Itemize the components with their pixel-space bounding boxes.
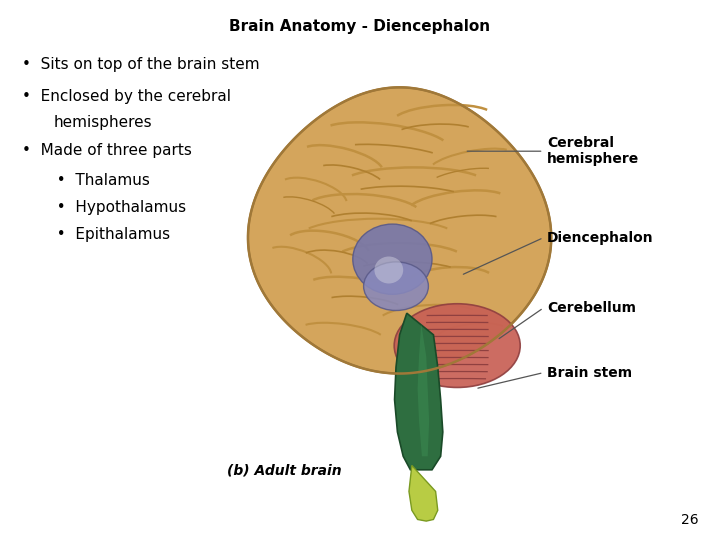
Text: •  Hypothalamus: • Hypothalamus (47, 200, 186, 215)
Text: (b) Adult brain: (b) Adult brain (227, 464, 342, 478)
Text: •  Thalamus: • Thalamus (47, 173, 150, 188)
Text: •  Epithalamus: • Epithalamus (47, 227, 170, 242)
PathPatch shape (409, 465, 438, 521)
PathPatch shape (418, 324, 429, 456)
Ellipse shape (374, 256, 403, 284)
Text: •  Enclosed by the cerebral: • Enclosed by the cerebral (22, 89, 230, 104)
Text: Brain stem: Brain stem (547, 366, 632, 380)
Text: •  Made of three parts: • Made of three parts (22, 143, 192, 158)
Ellipse shape (353, 224, 432, 294)
Text: •  Sits on top of the brain stem: • Sits on top of the brain stem (22, 57, 259, 72)
Ellipse shape (364, 262, 428, 310)
Text: Cerebellum: Cerebellum (547, 301, 636, 315)
PathPatch shape (395, 313, 443, 470)
Text: hemispheres: hemispheres (54, 115, 153, 130)
Text: Cerebral
hemisphere: Cerebral hemisphere (547, 136, 639, 166)
Text: 26: 26 (681, 512, 698, 526)
Polygon shape (248, 87, 552, 374)
Text: Brain Anatomy - Diencephalon: Brain Anatomy - Diencephalon (230, 19, 490, 34)
Ellipse shape (395, 303, 520, 388)
Text: Diencephalon: Diencephalon (547, 231, 654, 245)
